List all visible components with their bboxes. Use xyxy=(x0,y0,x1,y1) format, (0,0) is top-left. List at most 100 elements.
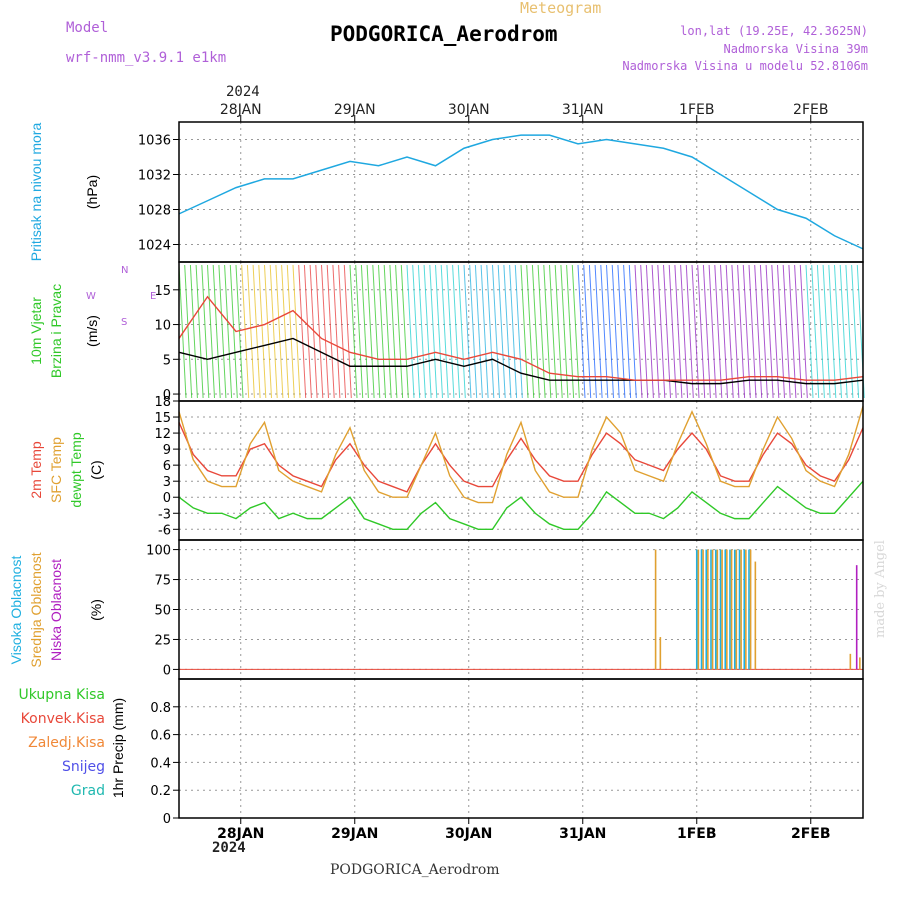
temp-series xyxy=(178,406,864,504)
y-tick-label: 18 xyxy=(154,395,171,410)
y-tick-label: 10 xyxy=(154,319,171,334)
y-tick-label: 1024 xyxy=(138,239,171,254)
wind-barb xyxy=(264,264,272,399)
pressure-series xyxy=(178,134,864,250)
model-altitude-label: Nadmorska Visina u modelu 52.8106m xyxy=(622,59,868,73)
wind-barb xyxy=(201,264,210,399)
wind-barb xyxy=(816,264,825,399)
y-tick-label: 0 xyxy=(163,491,171,506)
model-label: Model xyxy=(66,20,109,36)
wind-barb xyxy=(725,264,734,399)
wind-barb xyxy=(799,264,808,399)
y-tick-label: 1036 xyxy=(138,134,171,149)
wind-barb xyxy=(811,264,820,399)
footer-title: PODGORICA_Aerodrom xyxy=(330,862,500,878)
wind-barb xyxy=(851,264,860,399)
wind-barb xyxy=(845,264,854,399)
wind-barb xyxy=(645,264,654,399)
wind-barb xyxy=(258,264,267,399)
wind-barb xyxy=(281,264,290,399)
wind-barb xyxy=(378,264,386,399)
y-tick-label: 6 xyxy=(163,459,171,474)
wind-barb xyxy=(252,264,261,399)
wind-barb xyxy=(777,264,785,399)
y-tick-label: 5 xyxy=(163,353,171,368)
wind-barb xyxy=(360,264,369,399)
page-title: PODGORICA_Aerodrom xyxy=(330,22,558,46)
wind-barb xyxy=(600,264,609,399)
ylabel-pressure-unit: (hPa) xyxy=(84,175,100,209)
y-tick-label: 0.4 xyxy=(150,756,171,771)
compass-w: W xyxy=(86,291,96,302)
y-tick-label: 3 xyxy=(163,475,171,490)
x-tick-label-bottom: 1FEB xyxy=(677,826,717,842)
ylabel-cloud-mid: Srednja Oblacnost xyxy=(28,552,44,667)
x-tick-label-bottom: 28JAN xyxy=(217,826,264,842)
ylabel-temp-2m: 2m Temp xyxy=(28,441,44,499)
ylabel-temp-dew: dewpt Temp xyxy=(68,432,84,507)
x-tick-label-top: 30JAN xyxy=(448,102,490,118)
x-tick-label-top: 29JAN xyxy=(334,102,376,118)
wind-barb xyxy=(412,264,421,399)
wind-barb xyxy=(651,264,660,399)
wind-barb xyxy=(566,264,575,399)
x-tick-label-top: 28JAN xyxy=(220,102,262,118)
wind-barb xyxy=(611,264,620,399)
wind-barb xyxy=(241,264,250,399)
ylabel-cloud-low: Niska Oblacnost xyxy=(48,559,64,661)
wind-barb xyxy=(429,264,438,399)
wind-barb xyxy=(275,264,284,399)
wind-barb xyxy=(554,264,563,399)
y-tick-label: 15 xyxy=(154,411,171,426)
y-tick-label: 75 xyxy=(154,574,171,589)
wind-barb xyxy=(207,264,215,399)
wind-barb xyxy=(571,264,580,399)
wind-barb xyxy=(617,264,626,399)
y-tick-label: 12 xyxy=(154,427,171,442)
y-tick-label: 0 xyxy=(163,812,171,827)
precip-legend-item: Snijeg xyxy=(62,759,105,775)
wind-barb xyxy=(657,264,666,399)
wind-barb xyxy=(298,264,307,399)
wind-barb xyxy=(338,264,347,399)
y-tick-label: -6 xyxy=(158,523,171,538)
wind-barb xyxy=(269,264,278,399)
wind-barb xyxy=(731,264,740,399)
wind-barb xyxy=(668,264,677,399)
wind-barb xyxy=(509,264,518,399)
y-tick-label: -3 xyxy=(158,507,171,522)
wind-barb xyxy=(303,264,312,399)
x-tick-label-bottom: 30JAN xyxy=(445,826,492,842)
wind-barb xyxy=(754,264,763,399)
credit-label: made by Angel xyxy=(873,540,888,638)
wind-barb xyxy=(463,264,472,399)
y-tick-label: 50 xyxy=(154,604,171,619)
y-tick-label: 9 xyxy=(163,443,171,458)
wind-barb xyxy=(366,264,375,399)
ylabel-wind-sub: Brzina i Pravac xyxy=(48,284,64,378)
wind-barb xyxy=(702,264,711,399)
y-tick-label: 25 xyxy=(154,633,171,648)
wind-barb xyxy=(805,264,814,399)
y-tick-label: 1028 xyxy=(138,204,171,219)
wind-barb xyxy=(720,264,728,399)
wind-barb xyxy=(321,264,329,399)
ylabel-cloud-unit: (%) xyxy=(88,599,104,621)
meteogram-label: Meteogram xyxy=(520,0,602,17)
x-tick-label-top: 1FEB xyxy=(679,102,714,118)
wind-barb xyxy=(583,264,592,399)
x-tick-label-bottom: 29JAN xyxy=(331,826,378,842)
temp-series xyxy=(178,480,864,531)
panel-frame xyxy=(178,678,864,819)
wind-barb xyxy=(640,264,649,399)
wind-barb xyxy=(212,264,221,399)
x-tick-label-bottom: 31JAN xyxy=(559,826,606,842)
wind-barb xyxy=(549,264,557,399)
wind-barb xyxy=(623,264,632,399)
wind-barb xyxy=(588,264,597,399)
wind-barb xyxy=(537,264,546,399)
wind-barb xyxy=(531,264,540,399)
wind-barb xyxy=(469,264,478,399)
wind-barb xyxy=(417,264,426,399)
compass-e: E xyxy=(150,291,156,302)
